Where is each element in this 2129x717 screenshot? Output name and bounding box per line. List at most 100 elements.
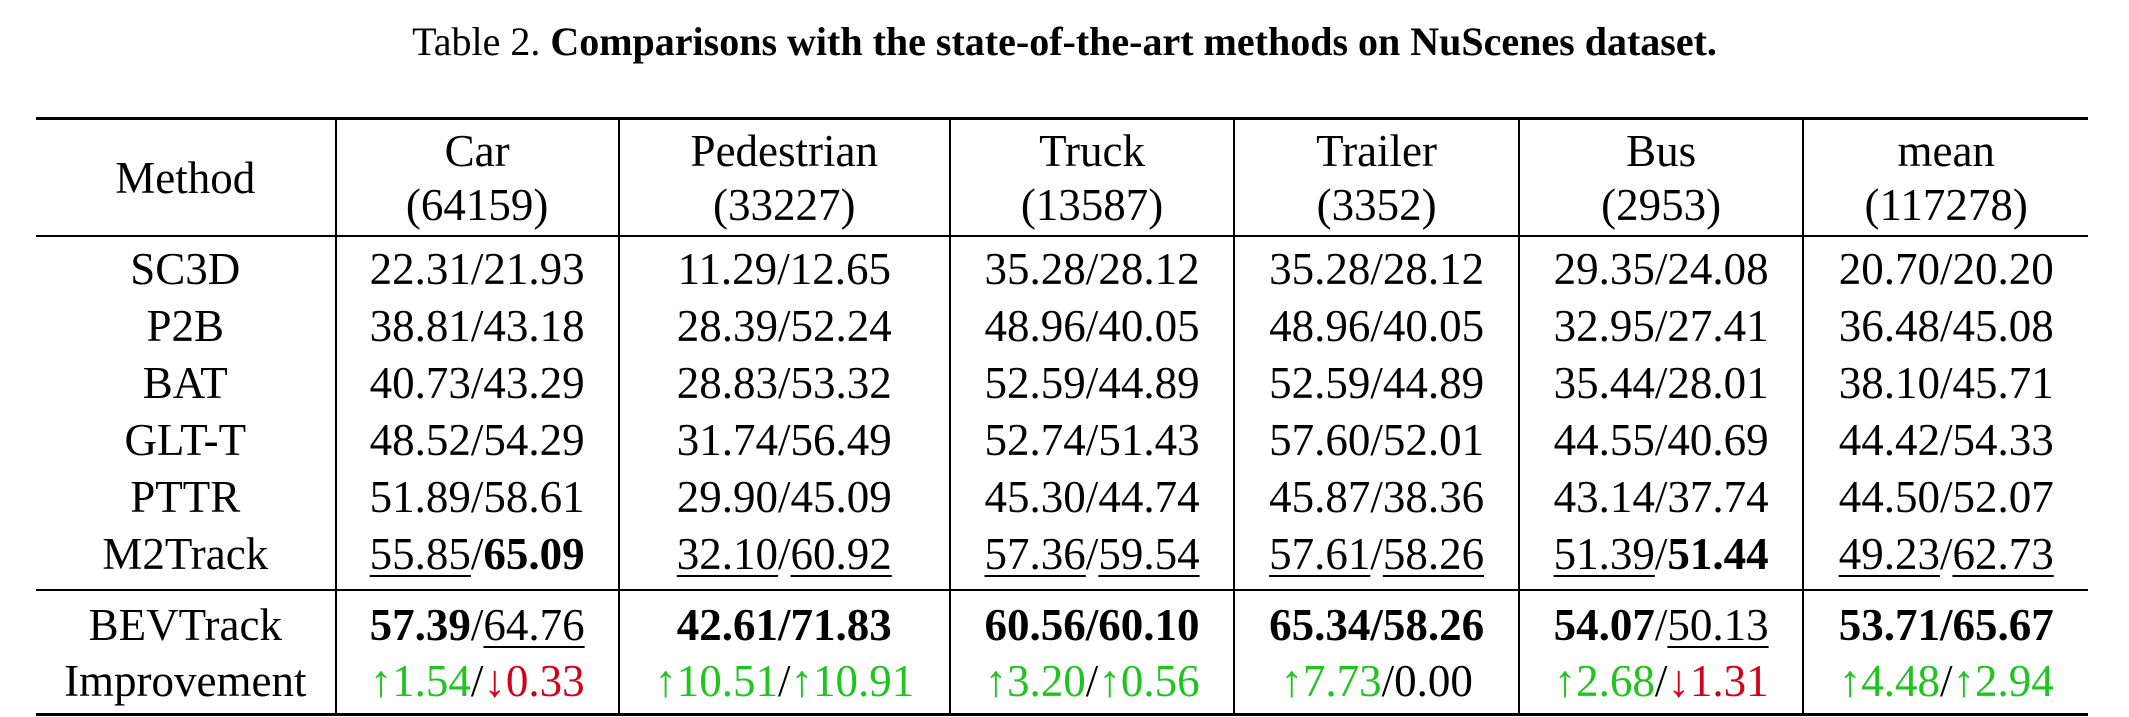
cell-value: 59.54 [1098,529,1200,579]
cell-value: / [778,472,791,522]
cell-value: 54.33 [1952,415,2054,465]
cell-value: 44.74 [1098,472,1200,522]
table-cell: ↑3.20/↑0.56 [948,653,1235,716]
table-cell: 36.48/45.08 [1802,298,2088,355]
cell-value: / [1939,358,1953,408]
table-cell: 11.29/12.65 [617,236,950,298]
cell-value: 52.01 [1382,415,1485,465]
cell-value: 20.20 [1952,244,2054,294]
table-cell: 48.96/40.05 [948,298,1235,355]
table-cell: 51.89/58.61 [334,469,619,526]
column-count: (117278) [1864,179,2028,230]
table-cell: 49.23/62.73 [1802,526,2088,590]
column-header-car: Car (64159) [334,118,619,237]
cell-value: 38.81 [369,301,471,351]
cell-value: ↑3.20 [984,656,1086,706]
cell-value: 56.49 [790,415,892,465]
column-header-truck: Truck (13587) [948,118,1235,237]
cell-value: 53.71/65.67 [1838,600,2054,650]
baseline-rows: SC3D 22.31/21.93 11.29/12.65 35.28/28.12 35.… [36,236,2088,590]
table-cell: 31.74/56.49 [617,412,950,469]
cell-value: 45.87 [1269,472,1371,522]
table-row: P2B 38.81/43.18 28.39/52.24 48.96/40.05 48.9… [36,298,2088,355]
cell-value: 40.05 [1098,301,1200,351]
cell-value: 48.52 [369,415,471,465]
cell-value: 0.00 [1394,656,1473,706]
table-cell: 29.35/24.08 [1517,236,1804,298]
cell-value: / [1085,472,1099,522]
cell-value: ↑4.48 [1838,656,1940,706]
cell-value: 24.08 [1667,244,1769,294]
cell-value: / [1654,358,1668,408]
comparison-table: Method Car (64159) Pedestrian (33227) Tr… [36,117,2088,716]
cell-value: / [1370,472,1383,522]
table-cell: 48.96/40.05 [1233,298,1519,355]
cell-value: / [1085,529,1099,579]
table-cell: 65.34/58.26 [1233,589,1519,653]
cell-value: 20.70 [1838,244,1940,294]
cell-value: 43.29 [483,358,585,408]
cell-value: ↓1.31 [1667,656,1769,706]
caption-text: Comparisons with the state-of-the-art me… [550,19,1717,64]
table-cell: ↑1.54/↓0.33 [334,653,619,716]
cell-value: 31.74 [676,415,779,465]
cell-value: 44.89 [1098,358,1200,408]
table-row: PTTR 51.89/58.61 29.90/45.09 45.30/44.74 45.… [36,469,2088,526]
cell-value: 11.29 [677,244,778,294]
cell-value: 29.90 [676,472,779,522]
cell-value: 48.96 [984,301,1086,351]
method-name: GLT-T [124,415,247,465]
table-cell: 55.85/65.09 [334,526,619,590]
cell-value: 27.41 [1667,301,1769,351]
table-cell: 38.81/43.18 [334,298,619,355]
cell-value: 60.92 [790,529,892,579]
cell-value: 45.71 [1952,358,2054,408]
cell-value: / [470,358,484,408]
cell-value: / [778,358,791,408]
column-header-mean: mean (117278) [1802,118,2088,237]
method-name: BEVTrack [36,589,336,653]
table-cell: 48.52/54.29 [334,412,619,469]
table-cell: 52.59/44.89 [1233,355,1519,412]
cell-value: 28.12 [1098,244,1200,294]
column-count: (13587) [1020,179,1164,230]
table-cell: 40.73/43.29 [334,355,619,412]
cell-value: 43.14 [1553,472,1655,522]
cell-value: 22.31 [369,244,471,294]
table-cell: 51.39/51.44 [1517,526,1804,590]
cell-value: 32.95 [1553,301,1655,351]
cell-value: 52.59 [984,358,1086,408]
cell-value: 32.10 [676,529,779,579]
table-cell: ↑10.51/↑10.91 [617,653,950,716]
table-row: BAT 40.73/43.29 28.83/53.32 52.59/44.89 52.5… [36,355,2088,412]
cell-value: / [470,472,484,522]
cell-value: ↑2.68 [1553,656,1655,706]
cell-value: / [1939,656,1953,706]
table-cell: 57.36/59.54 [948,526,1235,590]
cell-value: 52.59 [1269,358,1371,408]
cell-value: 40.05 [1382,301,1485,351]
cell-value: 57.61 [1269,529,1371,579]
cell-value: 54.07 [1553,600,1655,650]
column-header-trailer: Trailer (3352) [1233,118,1519,237]
table-row: BEVTrack 57.39/64.76 42.61/71.83 60.56/60.1… [36,589,2088,653]
cell-value: ↑1.54 [369,656,471,706]
cell-value: ↑2.94 [1952,656,2054,706]
column-name: Car [444,125,510,176]
cell-value: 54.29 [483,415,585,465]
cell-value: 57.39 [369,600,471,650]
cell-value: ↑7.73 [1280,656,1382,706]
cell-value: 52.24 [790,301,892,351]
table-cell: 43.14/37.74 [1517,469,1804,526]
cell-value: 65.34/58.26 [1269,600,1485,650]
cell-value: 28.83 [676,358,779,408]
cell-value: 60.56/60.10 [984,600,1200,650]
cell-value: / [778,415,791,465]
column-count: (3352) [1316,179,1437,230]
cell-value: 51.89 [369,472,471,522]
table-row: M2Track 55.85/65.09 32.10/60.92 57.36/59.54… [36,526,2088,590]
cell-value: 55.85 [369,529,471,579]
cell-value: / [1370,358,1383,408]
column-name: Truck [1039,125,1145,176]
cell-value: 44.42 [1838,415,1940,465]
